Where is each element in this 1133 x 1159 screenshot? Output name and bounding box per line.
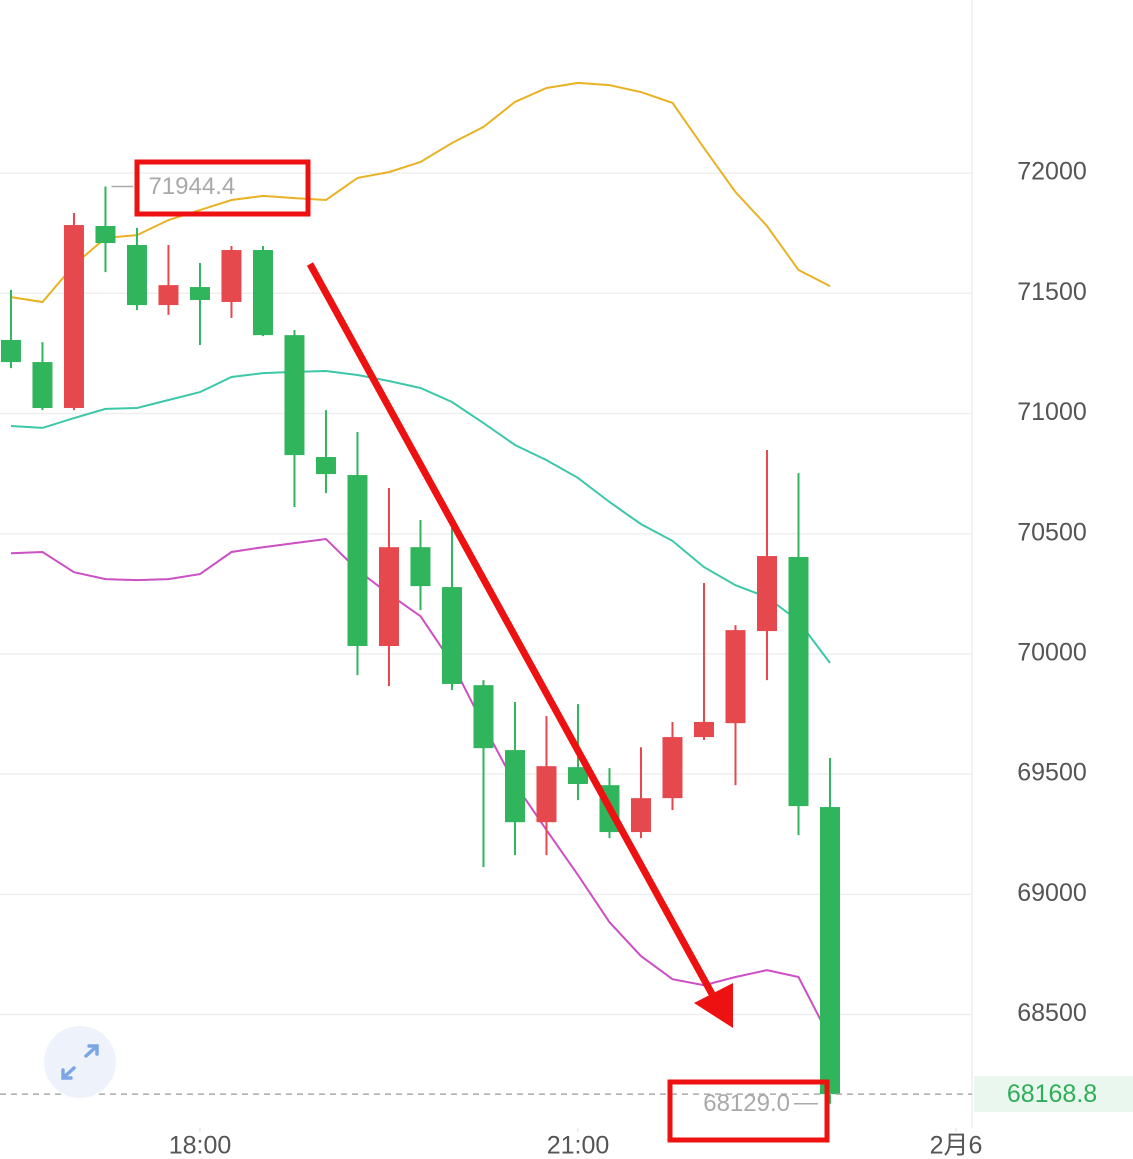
expand-button[interactable] <box>44 1026 116 1098</box>
y-tick-label: 71000 <box>1017 398 1087 426</box>
candle-body <box>32 362 53 408</box>
candle-body <box>662 737 683 799</box>
y-tick-label: 69500 <box>1017 759 1087 787</box>
x-tick-label: 2月6 <box>930 1132 983 1159</box>
candle-body <box>221 250 242 302</box>
candle-body <box>347 475 368 646</box>
band-line <box>10 81 831 304</box>
y-tick-label: 69000 <box>1017 879 1087 907</box>
candle-body <box>725 630 746 724</box>
candle-body <box>788 557 809 807</box>
candle-body <box>63 225 84 408</box>
candle-body <box>284 335 305 456</box>
candle-body <box>819 807 840 1095</box>
y-tick-label: 70500 <box>1017 518 1087 546</box>
plot-area <box>0 81 840 1104</box>
low-label: 68129.0 <box>703 1090 790 1117</box>
candle-body <box>189 287 210 301</box>
candle-body <box>126 244 147 306</box>
candle-body <box>536 766 557 823</box>
annotations: 68168.8 71944.4 68129.0 <box>0 173 1133 1117</box>
last-price-label: 68168.8 <box>1007 1080 1097 1108</box>
y-tick-label: 72000 <box>1017 158 1087 186</box>
band-line <box>10 369 831 664</box>
candle-body <box>441 587 462 684</box>
candle-body <box>252 250 273 336</box>
candle-body <box>315 457 336 475</box>
x-tick-label: 21:00 <box>547 1132 610 1159</box>
candle-body <box>630 798 651 833</box>
highlight-box <box>667 1079 830 1143</box>
arrow-head <box>694 983 733 1028</box>
trend-arrow <box>306 262 716 996</box>
highlight-box <box>134 159 311 217</box>
candle-body <box>693 721 714 738</box>
candle-body <box>158 285 179 306</box>
candle-body <box>410 547 431 587</box>
candle-body <box>378 547 399 646</box>
candle-body <box>0 339 21 363</box>
y-tick-label: 71500 <box>1017 278 1087 306</box>
high-label: 71944.4 <box>148 173 235 200</box>
grid: 68500 69000 69500 70000 70500 71000 71500 72000… <box>0 158 1087 1159</box>
last-price-badge <box>974 1076 1133 1113</box>
candle-body <box>473 685 494 749</box>
band-line <box>10 537 831 1039</box>
candle-body <box>756 556 777 632</box>
candle-body <box>95 225 116 244</box>
candle-body <box>504 750 525 823</box>
candle-body <box>567 767 588 784</box>
x-tick-label: 18:00 <box>169 1132 232 1159</box>
y-tick-label: 68500 <box>1017 999 1087 1027</box>
y-tick-label: 70000 <box>1017 639 1087 667</box>
